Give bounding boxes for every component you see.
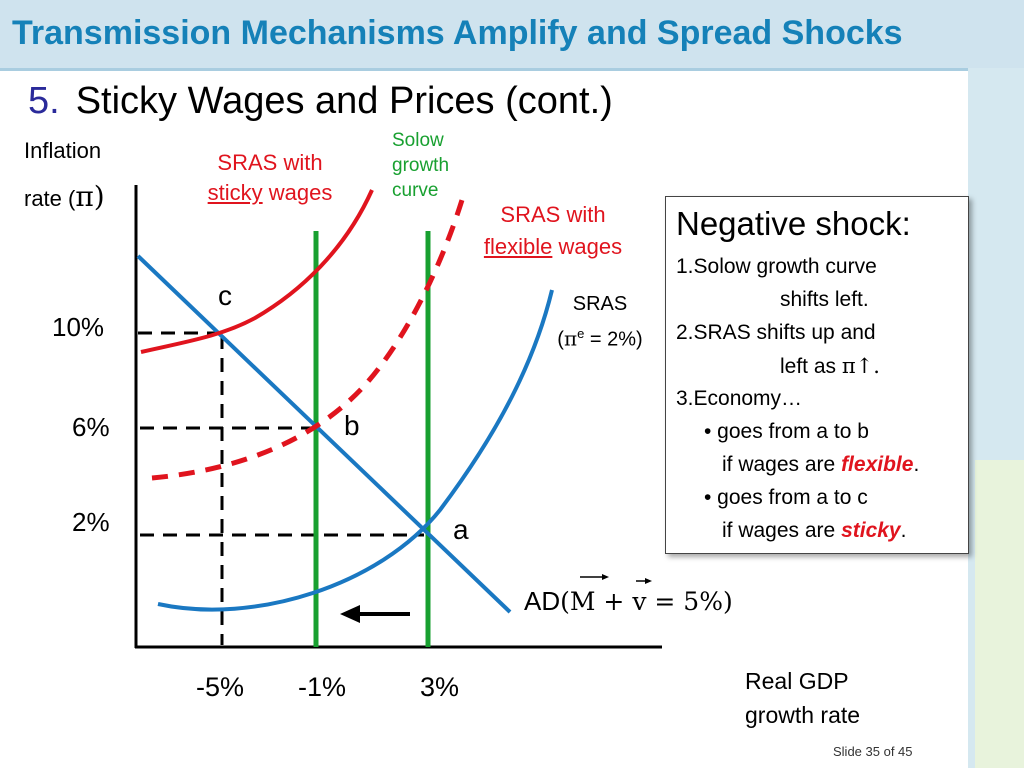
sras-sticky-curve xyxy=(140,189,374,354)
shock-line-7: if wages are flexible. xyxy=(722,453,919,477)
point-b-label: b xyxy=(344,410,360,441)
x-axis-label-line1: Real GDP xyxy=(745,668,849,694)
x-tick-minus1: -1% xyxy=(298,672,347,702)
subtitle-number: 5. xyxy=(28,80,60,122)
x-axis-label-line2: growth rate xyxy=(745,702,861,728)
slide-number: Slide 35 of 45 xyxy=(833,744,913,759)
flexible-rest: wages xyxy=(552,234,623,259)
sras-label-line2: (πe = 2%) xyxy=(540,319,660,355)
subtitle-text: Sticky Wages and Prices (cont.) xyxy=(75,80,613,122)
point-c-label: c xyxy=(218,280,232,311)
ad-label: AD(M + v = 5%) xyxy=(524,586,733,617)
ad-formula: (M + v = 5%) xyxy=(560,587,733,616)
shock-line-9-prefix: if wages are xyxy=(722,519,842,542)
m-vector-arrowhead xyxy=(602,574,609,580)
y-axis-label-line1: Inflation xyxy=(24,138,102,163)
shock-line-4: left as π↑. xyxy=(780,354,880,379)
sras-flexible-label-line1: SRAS with xyxy=(500,202,606,227)
y-axis-label-prefix: rate ( xyxy=(24,186,76,211)
solow-label: Solow growth curve xyxy=(392,128,449,203)
flexible-emphasis: flexible xyxy=(841,453,914,476)
slide-subtitle: 5. Sticky Wages and Prices (cont.) xyxy=(28,80,613,123)
shift-arrow-head xyxy=(340,605,360,623)
sras-open-paren: ( xyxy=(557,328,564,351)
shock-line-4-prefix: left as xyxy=(780,355,842,378)
shock-heading: Negative shock: xyxy=(676,205,911,242)
sras-flexible-label: SRAS with flexible wages xyxy=(462,199,644,263)
superscript-e: e xyxy=(577,326,585,341)
shock-line-9-suffix: . xyxy=(900,519,907,542)
ad-prefix: AD xyxy=(524,586,561,616)
shock-line-2: shifts left. xyxy=(780,288,869,311)
y-tick-2: 2% xyxy=(72,507,110,537)
sticky-emphasis: sticky xyxy=(841,519,901,542)
shock-line-8: • goes from a to c xyxy=(704,486,868,509)
sras-flexible-label-line2: flexible wages xyxy=(462,231,644,263)
solow-label-line1: Solow xyxy=(392,130,444,151)
side-decoration-lower xyxy=(975,460,1024,768)
solow-label-line2: growth xyxy=(392,155,450,176)
ad-curve xyxy=(136,254,512,614)
sras-curve xyxy=(157,289,554,612)
shock-line-1: 1.Solow growth curve xyxy=(676,255,877,278)
shock-line-7-suffix: . xyxy=(913,453,920,476)
sras-sticky-label: SRAS with sticky wages xyxy=(190,148,350,208)
pi-e-symbol: π xyxy=(563,326,578,351)
title-bar xyxy=(0,0,1024,68)
point-a-label: a xyxy=(453,514,469,545)
negative-shock-box: Negative shock: 1.Solow growth curve shi… xyxy=(665,196,969,554)
frame-line xyxy=(0,68,968,71)
shock-line-7-prefix: if wages are xyxy=(722,453,842,476)
slide-title: Transmission Mechanisms Amplify and Spre… xyxy=(12,14,903,52)
flexible-word: flexible xyxy=(483,234,553,259)
sras-label-line1: SRAS xyxy=(572,293,628,315)
sticky-word: sticky xyxy=(207,180,263,205)
shock-line-6: • goes from a to b xyxy=(704,420,869,443)
y-axis-label-suffix: ) xyxy=(93,180,105,213)
sras-expected-value: = 2%) xyxy=(584,328,643,351)
pi-up-symbol: π↑. xyxy=(841,354,880,378)
shock-line-9: if wages are sticky. xyxy=(722,519,906,543)
sras-label: SRAS (πe = 2%) xyxy=(540,289,660,355)
pi-symbol: π xyxy=(75,180,94,213)
y-axis-label-line2: rate (π) xyxy=(24,180,105,213)
y-tick-10: 10% xyxy=(52,312,105,342)
x-tick-3: 3% xyxy=(420,672,460,702)
v-vector-arrowhead xyxy=(645,578,652,584)
x-tick-minus5: -5% xyxy=(196,672,245,702)
sras-sticky-label-line2: sticky wages xyxy=(190,178,350,208)
y-tick-6: 6% xyxy=(72,412,110,442)
sras-sticky-label-line1: SRAS with xyxy=(217,150,323,175)
sticky-rest: wages xyxy=(262,180,333,205)
shock-line-3: 2.SRAS shifts up and xyxy=(676,321,876,344)
shock-line-5: 3.Economy… xyxy=(676,387,803,410)
solow-label-line3: curve xyxy=(392,180,439,201)
